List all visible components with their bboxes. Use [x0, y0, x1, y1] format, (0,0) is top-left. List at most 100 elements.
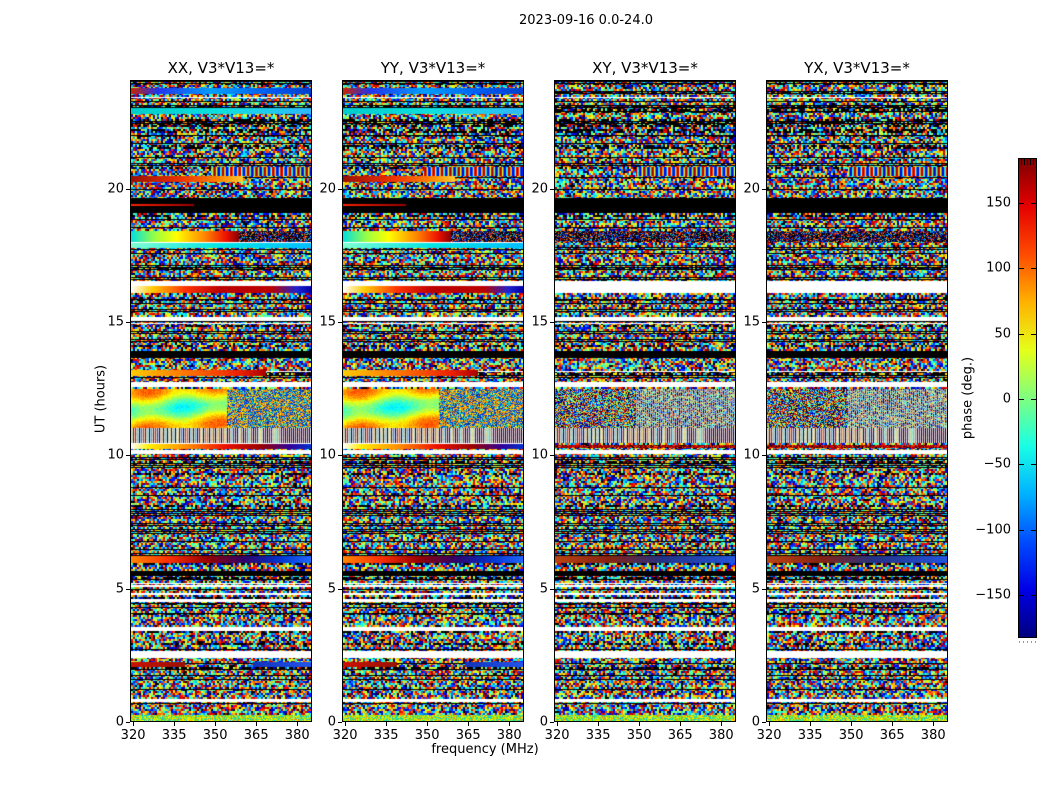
x-tick-mark — [215, 722, 217, 726]
x-tick-label: 365 — [243, 728, 269, 743]
heatmap-panel-yy: YY, V3*V13=* 320 335 350 365 380 0 5 10 15 20 — [319, 59, 524, 743]
y-tick-mark — [550, 188, 554, 190]
y-tick-mark — [762, 188, 766, 190]
colorbar-tick-mark — [1019, 399, 1024, 400]
colorbar-tick-label: 0 — [1002, 391, 1011, 407]
x-tick-mark — [468, 722, 470, 726]
y-tick-mark — [338, 322, 342, 323]
x-tick-label: 320 — [544, 728, 570, 743]
y-tick-mark — [762, 455, 766, 457]
colorbar-gradient — [1019, 159, 1036, 637]
colorbar-tick-mark — [1031, 464, 1036, 466]
y-tick-label: 15 — [531, 314, 548, 330]
y-tick-label: 15 — [319, 314, 336, 330]
colorbar-tick-label: 50 — [994, 326, 1011, 342]
colorbar-tick-mark — [1031, 333, 1036, 335]
x-tick-label: 335 — [585, 728, 611, 743]
y-tick-mark — [338, 455, 342, 457]
x-tick-mark — [721, 722, 723, 726]
phase-waterfall-heatmap — [555, 81, 735, 721]
y-tick-label: 15 — [743, 314, 760, 330]
x-tick-mark — [345, 722, 347, 726]
x-tick-label: 380 — [496, 728, 522, 743]
phase-waterfall-heatmap — [767, 81, 947, 721]
x-tick-mark — [810, 722, 812, 726]
x-tick-label: 365 — [879, 728, 905, 743]
colorbar-tick-mark — [1019, 464, 1024, 466]
y-tick-label: 10 — [743, 447, 760, 463]
x-tick-mark — [509, 722, 511, 726]
y-tick-mark — [762, 722, 766, 723]
y-tick-label: 5 — [115, 581, 124, 597]
x-tick-label: 350 — [626, 728, 652, 743]
y-tick-mark — [126, 455, 130, 457]
colorbar-tick-mark — [1019, 594, 1024, 596]
y-tick-label: 10 — [107, 447, 124, 463]
heatmap-panel-xy: XY, V3*V13=* 320 335 350 365 380 0 5 10 15 20 — [531, 59, 736, 743]
colorbar-tick-mark — [1019, 268, 1024, 270]
colorbar-tick-mark — [1019, 203, 1024, 205]
y-tick-label: 0 — [327, 714, 336, 730]
y-tick-mark — [550, 588, 554, 590]
x-tick-label: 380 — [920, 728, 946, 743]
x-tick-mark — [427, 722, 429, 726]
colorbar-bottom-dots — [1019, 641, 1036, 643]
heatmap-panel-xx: XX, V3*V13=* 320 335 350 365 380 0 5 10 15 20 — [107, 59, 312, 743]
x-tick-mark — [386, 722, 388, 726]
y-tick-label: 10 — [531, 447, 548, 463]
y-tick-mark — [126, 322, 130, 323]
x-tick-mark — [851, 722, 853, 726]
colorbar-label: phase (deg.) — [960, 356, 976, 440]
y-tick-label: 0 — [751, 714, 760, 730]
y-tick-mark — [126, 722, 130, 723]
colorbar-tick-mark — [1019, 333, 1024, 335]
colorbar-top-hatch — [1021, 159, 1034, 165]
x-tick-label: 335 — [161, 728, 187, 743]
x-tick-mark — [639, 722, 641, 726]
x-tick-label: 335 — [373, 728, 399, 743]
phase-waterfall-heatmap — [131, 81, 311, 721]
x-tick-mark — [769, 722, 771, 726]
y-tick-mark — [126, 188, 130, 190]
y-tick-label: 15 — [107, 314, 124, 330]
colorbar-tick-label: 150 — [986, 195, 1011, 211]
y-tick-label: 0 — [539, 714, 548, 730]
x-tick-label: 365 — [667, 728, 693, 743]
x-tick-mark — [892, 722, 894, 726]
y-tick-label: 5 — [327, 581, 336, 597]
x-tick-label: 335 — [797, 728, 823, 743]
x-tick-mark — [680, 722, 682, 726]
y-axis-label: UT (hours) — [93, 364, 109, 434]
x-tick-label: 365 — [455, 728, 481, 743]
y-tick-mark — [338, 588, 342, 590]
x-tick-label: 320 — [332, 728, 358, 743]
x-tick-mark — [557, 722, 559, 726]
colorbar-tick-mark — [1031, 203, 1036, 205]
x-tick-label: 320 — [120, 728, 146, 743]
colorbar-tick-label: −100 — [975, 522, 1011, 538]
colorbar-tick-mark — [1031, 268, 1036, 270]
colorbar-tick-label: −50 — [983, 456, 1011, 472]
colorbar-tick-mark — [1019, 529, 1024, 531]
y-tick-label: 5 — [751, 581, 760, 597]
y-tick-mark — [550, 455, 554, 457]
y-tick-mark — [126, 588, 130, 590]
phase-waterfall-heatmap — [343, 81, 523, 721]
colorbar: 150 100 50 0 −50 −100 −150 — [975, 158, 1037, 643]
y-tick-label: 20 — [531, 181, 548, 197]
colorbar-tick-label: −150 — [975, 587, 1011, 603]
y-tick-mark — [550, 722, 554, 723]
x-tick-label: 350 — [414, 728, 440, 743]
y-tick-mark — [338, 188, 342, 190]
panel-title: XY, V3*V13=* — [592, 59, 698, 77]
x-tick-mark — [133, 722, 135, 726]
heatmap-panel-yx: YX, V3*V13=* 320 335 350 365 380 0 5 10 15 20 — [743, 59, 948, 743]
panel-title: YY, V3*V13=* — [380, 59, 486, 77]
y-tick-label: 5 — [539, 581, 548, 597]
y-tick-mark — [550, 322, 554, 323]
y-tick-mark — [338, 722, 342, 723]
x-tick-label: 380 — [284, 728, 310, 743]
x-tick-label: 350 — [202, 728, 228, 743]
y-tick-mark — [762, 588, 766, 590]
